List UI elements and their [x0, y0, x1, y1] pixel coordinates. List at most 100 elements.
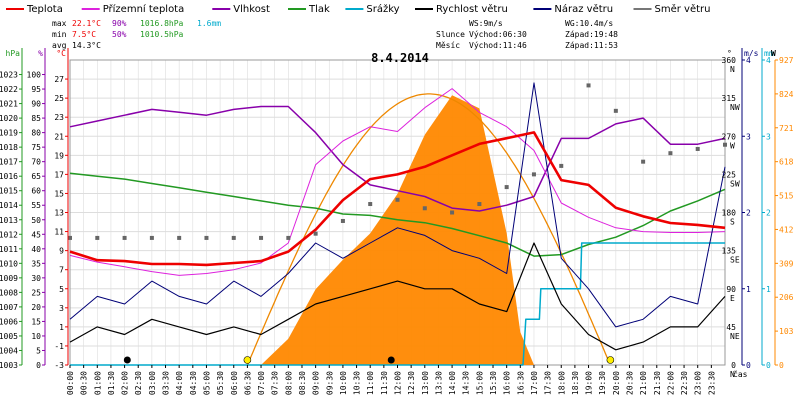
x-tick-label-7: 03:30 — [162, 371, 171, 395]
x-tick-label-28: 14:00 — [448, 371, 457, 395]
axis-humidity-tick-label-5: 25 — [31, 288, 41, 297]
axis-hpa-tick-label-10: 1013 — [0, 216, 18, 225]
axis-radiation-tick-label-6: 618 — [779, 158, 794, 167]
axis-hpa-tick-label-8: 1011 — [0, 245, 18, 254]
wind-direction-point-20 — [613, 108, 618, 113]
axis-humidity-tick-label-1: 5 — [36, 346, 41, 355]
stats-max-press: 1016.8hPa — [140, 19, 184, 28]
axis-direction-name-3: SE — [730, 256, 740, 265]
x-tick-label-26: 13:00 — [421, 371, 430, 395]
axis-direction-tick-4: 180 — [722, 209, 737, 218]
axis-rain-label: mm — [764, 49, 774, 58]
axis-humidity-tick-label-10: 50 — [31, 216, 41, 225]
wind-direction-point-8 — [286, 235, 291, 240]
series-teplota — [69, 131, 726, 267]
axis-radiation-tick-label-1: 103 — [779, 327, 794, 336]
x-tick-label-30: 15:00 — [475, 371, 484, 395]
legend-label-5: Rychlost větru — [436, 3, 508, 15]
sunset-marker — [606, 356, 615, 364]
wind-direction-point-13 — [422, 206, 427, 211]
axis-hpa-tick-label-0: 1003 — [0, 361, 18, 370]
x-tick-label-14: 07:00 — [257, 371, 266, 395]
legend: Teplota Přízemní teplota Vlhkost Tlak Srážky… — [6, 3, 710, 15]
x-tick-label-11: 05:30 — [216, 371, 225, 395]
axis-humidity-tick-label-7: 35 — [31, 259, 41, 268]
axis-wind-speed-tick-label-0: 0 — [746, 361, 751, 370]
axis-hpa-tick-label-17: 1020 — [0, 114, 18, 123]
wind-direction-point-22 — [668, 151, 673, 156]
moon-marker-a — [123, 356, 131, 364]
axis-hpa-tick-label-13: 1016 — [0, 172, 18, 181]
axis-humidity-tick-label-11: 55 — [31, 201, 41, 210]
axis-radiation-tick-label-8: 824 — [779, 90, 794, 99]
axis-direction-name-5: SW — [730, 179, 740, 188]
sunrise-marker — [243, 356, 252, 364]
axis-hpa-tick-label-11: 1014 — [0, 201, 18, 210]
legend-label-1: Přízemní teplota — [103, 3, 185, 15]
axis-direction-name-2: E — [730, 294, 735, 303]
stats-min-label: min — [52, 30, 67, 39]
x-tick-label-19: 09:30 — [325, 371, 334, 395]
axis-temperature-tick-label-10: 17 — [54, 170, 64, 179]
wind-direction-point-24 — [723, 142, 727, 147]
sun-radiation-area — [261, 95, 534, 365]
info-sun: Slunce — [436, 30, 465, 39]
axis-humidity-tick-label-4: 20 — [31, 303, 41, 312]
axis-hpa-tick-label-12: 1015 — [0, 187, 18, 196]
axis-radiation-tick-label-7: 721 — [779, 124, 794, 133]
info-block: WS:9m/s WG:10.4m/s Slunce Východ:06:30 Z… — [436, 19, 618, 50]
axis-humidity-tick-label-17: 85 — [31, 114, 41, 123]
axis-radiation-tick-label-3: 309 — [779, 259, 794, 268]
axis-rain-tick-label-3: 3 — [766, 132, 771, 141]
moon-marker-b — [387, 356, 395, 364]
axis-rain-tick-label-4: 4 — [766, 56, 771, 65]
axis-humidity-tick-label-14: 70 — [31, 158, 41, 167]
axis-hpa-tick-label-18: 1021 — [0, 100, 18, 109]
stats-min-press: 1010.5hPa — [140, 30, 184, 39]
axis-hpa-tick-label-3: 1006 — [0, 317, 18, 326]
wind-direction-point-21 — [641, 159, 646, 164]
axis-humidity-tick-label-13: 65 — [31, 172, 41, 181]
wind-direction-point-3 — [149, 235, 154, 240]
legend-label-4: Srážky — [366, 3, 399, 15]
axis-hpa-label: hPa — [6, 49, 21, 58]
axis-rain-tick-label-0: 0 — [766, 361, 771, 370]
stats-max-rain: 1.6mm — [197, 19, 221, 28]
axis-humidity-label: % — [38, 49, 43, 58]
legend-label-3: Tlak — [308, 4, 330, 15]
axis-temperature-tick-label-13: 23 — [54, 113, 64, 122]
x-tick-label-41: 20:30 — [625, 371, 634, 395]
x-tick-label-39: 19:30 — [598, 371, 607, 395]
axis-direction-tick-1: 45 — [726, 323, 736, 332]
x-tick-label-3: 01:30 — [107, 371, 116, 395]
axis-hpa-tick-label-4: 1007 — [0, 303, 18, 312]
stats-avg-label: avg — [52, 41, 67, 50]
x-tick-label-37: 18:30 — [571, 371, 580, 395]
axis-wind-speed-tick-label-4: 4 — [746, 56, 751, 65]
x-tick-label-17: 08:30 — [298, 371, 307, 395]
axis-radiation-tick-label-9: 927 — [779, 56, 794, 65]
axis-humidity-tick-label-8: 40 — [31, 245, 41, 254]
axis-hpa-tick-label-14: 1017 — [0, 158, 18, 167]
x-tick-label-15: 07:30 — [271, 371, 280, 395]
axis-humidity-tick-label-9: 45 — [31, 230, 41, 239]
axes: hPa1003100410051006100710081009101010111… — [0, 48, 794, 395]
wind-direction-point-12 — [395, 197, 400, 202]
stats-max-hum: 90% — [112, 19, 127, 28]
series-rychlost-větru — [69, 242, 726, 351]
axis-direction-name-1: NE — [730, 332, 740, 341]
wind-direction-point-7 — [259, 235, 264, 240]
axis-humidity-tick-label-19: 95 — [31, 85, 41, 94]
axis-humidity-tick-label-2: 10 — [31, 332, 41, 341]
axis-direction-name-4: S — [730, 218, 735, 227]
x-tick-label-10: 05:00 — [202, 371, 211, 395]
chart-title: 8.4.2014 — [371, 51, 429, 65]
axis-hpa-tick-label-6: 1009 — [0, 274, 18, 283]
axis-direction-label: ° — [727, 49, 732, 58]
x-tick-label-27: 13:30 — [434, 371, 443, 395]
x-tick-label-1: 00:30 — [80, 371, 89, 395]
x-axis-label: čas — [733, 369, 748, 379]
legend-label-0: Teplota — [26, 4, 63, 15]
series-přízemní-teplota — [69, 88, 726, 276]
axis-rain-tick-label-1: 1 — [766, 285, 771, 294]
